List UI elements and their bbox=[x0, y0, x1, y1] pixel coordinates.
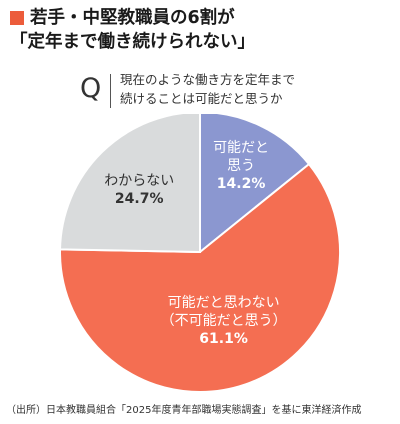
slice-2-label: 可能だと思わない bbox=[168, 295, 280, 311]
title-block: 若手・中堅教職員の6割が 「定年まで働き続けられない」 bbox=[10, 6, 395, 54]
title-line-1: 若手・中堅教職員の6割が bbox=[10, 6, 395, 30]
title-text-1: 若手・中堅教職員の6割が bbox=[30, 8, 235, 28]
source-note: （出所）日本教職員組合「2025年度青年部職場実態調査」を基に東洋経済作成 bbox=[6, 405, 362, 416]
slice-1-percent-label: 14.2% bbox=[217, 176, 266, 192]
slice-2-label: （不可能だと思う） bbox=[161, 313, 287, 329]
slice-1-label: 思う bbox=[227, 158, 255, 174]
question-text: 現在のような働き方を定年まで 続けることは可能だと思うか bbox=[120, 70, 295, 108]
question-divider bbox=[110, 74, 111, 108]
question-line-1: 現在のような働き方を定年まで bbox=[120, 72, 296, 87]
question-letter: Q bbox=[80, 73, 102, 104]
pie-slice-3 bbox=[59, 114, 201, 254]
title-marker bbox=[10, 11, 24, 25]
slice-2-percent-label: 61.1% bbox=[199, 331, 248, 347]
question-line-2: 続けることは可能だと思うか bbox=[120, 91, 283, 106]
pie-slice-2 bbox=[59, 162, 341, 393]
slice-1-label: 可能だと bbox=[213, 140, 269, 156]
pie-slice-1 bbox=[199, 114, 311, 255]
slice-3-label: わからない bbox=[104, 173, 174, 189]
question: Q 現在のような働き方を定年まで 続けることは可能だと思うか bbox=[80, 70, 380, 112]
slice-3-percent-label: 24.7% bbox=[115, 191, 164, 207]
title-line-2: 「定年まで働き続けられない」 bbox=[10, 32, 255, 52]
